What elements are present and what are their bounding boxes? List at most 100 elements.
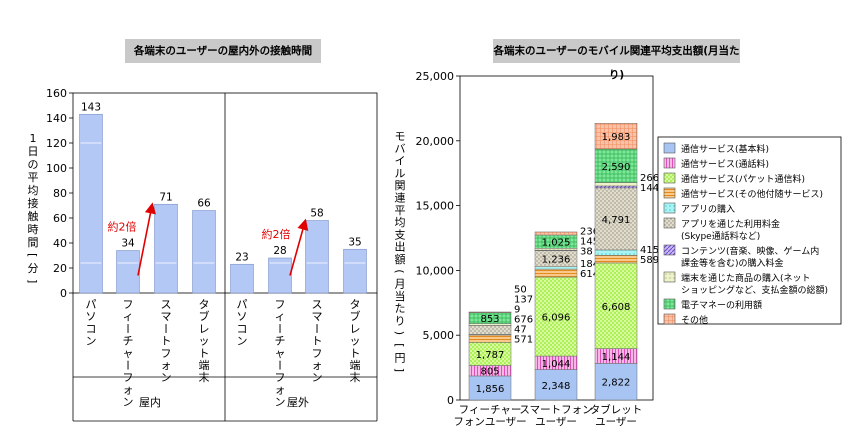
svg-text:ォ: ォ <box>312 359 323 372</box>
chart2-data-label: 144 <box>640 183 659 194</box>
chart2-legend-swatch <box>663 217 676 229</box>
svg-text:ブ: ブ <box>199 309 210 323</box>
chart2-data-label: 1,787 <box>476 350 505 361</box>
chart2-data-label: 571 <box>514 335 533 346</box>
svg-text:フ: フ <box>275 298 286 311</box>
chart2-data-label: 38 <box>580 246 593 257</box>
svg-text:ソ: ソ <box>86 310 97 323</box>
svg-text:フ: フ <box>123 371 134 384</box>
svg-text:端: 端 <box>350 359 361 372</box>
chart1-group-label: 屋内 <box>139 395 161 409</box>
chart2-ytick-label: 15,000 <box>416 200 455 213</box>
chart2-legend-label: アプリを通じた利用料金 <box>681 218 780 230</box>
chart1-bar <box>268 257 292 294</box>
chart2-legend-label: 通信サービス(パケット通信料) <box>681 173 805 185</box>
chart2-segment <box>534 268 578 278</box>
svg-text:ャ: ャ <box>123 347 134 360</box>
chart2-segment <box>594 123 638 150</box>
svg-text:触: 触 <box>28 209 39 223</box>
chart1-data-label: 71 <box>159 191 172 203</box>
chart2-data-label: 853 <box>480 314 499 325</box>
chart2-segment <box>468 342 512 366</box>
chart2-category-label: ユーザー <box>595 416 637 428</box>
chart2-segment <box>534 369 578 401</box>
chart2-segment <box>468 334 512 336</box>
chart2-segment <box>534 266 578 270</box>
svg-text:タ: タ <box>350 298 361 311</box>
chart2-segment <box>534 250 578 267</box>
svg-text:ー: ー <box>121 360 134 371</box>
svg-text:チ: チ <box>275 335 286 348</box>
chart2-legend-swatch <box>663 244 676 256</box>
chart2-data-label: 415 <box>640 245 659 256</box>
svg-text:時: 時 <box>28 223 39 236</box>
chart2-legend-swatch <box>663 172 676 184</box>
chart2-data-label: 1,983 <box>602 132 631 143</box>
chart2-legend-swatch <box>663 187 676 199</box>
svg-text:コ: コ <box>237 322 248 335</box>
svg-text:ー: ー <box>273 323 286 334</box>
chart2-legend-swatch <box>663 157 676 169</box>
chart2-legend-label: 通信サービス(その他付随サービス) <box>681 188 823 200</box>
chart2-segment <box>594 182 638 187</box>
svg-text:コ: コ <box>86 322 97 335</box>
svg-text:末: 末 <box>199 370 210 384</box>
chart2-category-label: フィーチャー <box>459 404 522 416</box>
chart2-segment <box>594 148 638 183</box>
chart2-segment <box>594 348 638 364</box>
chart2-legend-swatch <box>663 298 676 310</box>
chart2-data-label: 4,791 <box>602 215 631 226</box>
chart2-data-label: 145 <box>580 236 599 247</box>
svg-text:ン: ン <box>86 335 97 348</box>
svg-text:ン: ン <box>275 396 286 409</box>
chart2-data-label: 805 <box>480 367 499 378</box>
chart1-title: 各端末のユーザーの屋内外の接触時間 <box>125 39 321 63</box>
svg-text:日: 日 <box>28 145 39 158</box>
svg-text:ー: ー <box>273 360 286 371</box>
chart1-bar <box>230 263 254 294</box>
svg-text:端: 端 <box>199 359 210 372</box>
svg-text:ン: ン <box>312 371 323 384</box>
svg-text:ト: ト <box>199 347 210 360</box>
chart2-title: 各端末のユーザーのモバイル関連平均支出額(月当たり) <box>493 39 740 81</box>
chart2-data-label: 2,348 <box>542 381 571 392</box>
chart2-segment <box>468 334 512 343</box>
svg-text:分: 分 <box>28 262 39 275</box>
svg-text:ト: ト <box>312 335 323 348</box>
chart2-data-label: 1,025 <box>542 238 571 249</box>
chart1-bar <box>343 248 367 294</box>
chart1-data-label: 23 <box>235 251 248 263</box>
svg-text:ス: ス <box>312 298 323 311</box>
chart2-legend-label: 端末を通じた商品の購入(ネット <box>681 272 811 284</box>
chart1-data-label: 143 <box>81 101 101 113</box>
chart2-category-label: ユーザー <box>535 416 577 428</box>
chart2-segment <box>468 365 512 377</box>
svg-text:ォ: ォ <box>161 359 172 372</box>
chart1-ytick-label: 60 <box>53 212 67 225</box>
svg-text:平: 平 <box>28 171 39 184</box>
svg-text:ソ: ソ <box>237 310 248 323</box>
chart2-segment <box>468 375 512 401</box>
svg-text:[: [ <box>26 253 39 257</box>
chart2-data-label: 184 <box>580 259 599 270</box>
chart1-bar <box>116 250 140 294</box>
svg-text:間: 間 <box>28 236 39 249</box>
chart1-data-label: 35 <box>348 236 361 248</box>
chart2-legend-label: アプリの購入 <box>681 203 735 215</box>
svg-text:レ: レ <box>199 322 210 335</box>
chart2-segment <box>534 276 578 357</box>
chart1-bar <box>154 203 178 294</box>
chart2-legend-label: 課金等を含む)の購入料金 <box>681 257 784 269</box>
chart2-segment <box>468 312 512 324</box>
chart2-category-label: スマートフォン <box>519 404 592 416</box>
chart2-data-label: 9 <box>514 305 520 316</box>
chart1-annotation-arrow <box>137 202 156 276</box>
chart1-data-label: 58 <box>310 208 323 220</box>
svg-text:末: 末 <box>350 370 361 384</box>
chart2-data-label: 1,144 <box>602 352 631 363</box>
chart2-ytick-label: 20,000 <box>416 135 455 148</box>
